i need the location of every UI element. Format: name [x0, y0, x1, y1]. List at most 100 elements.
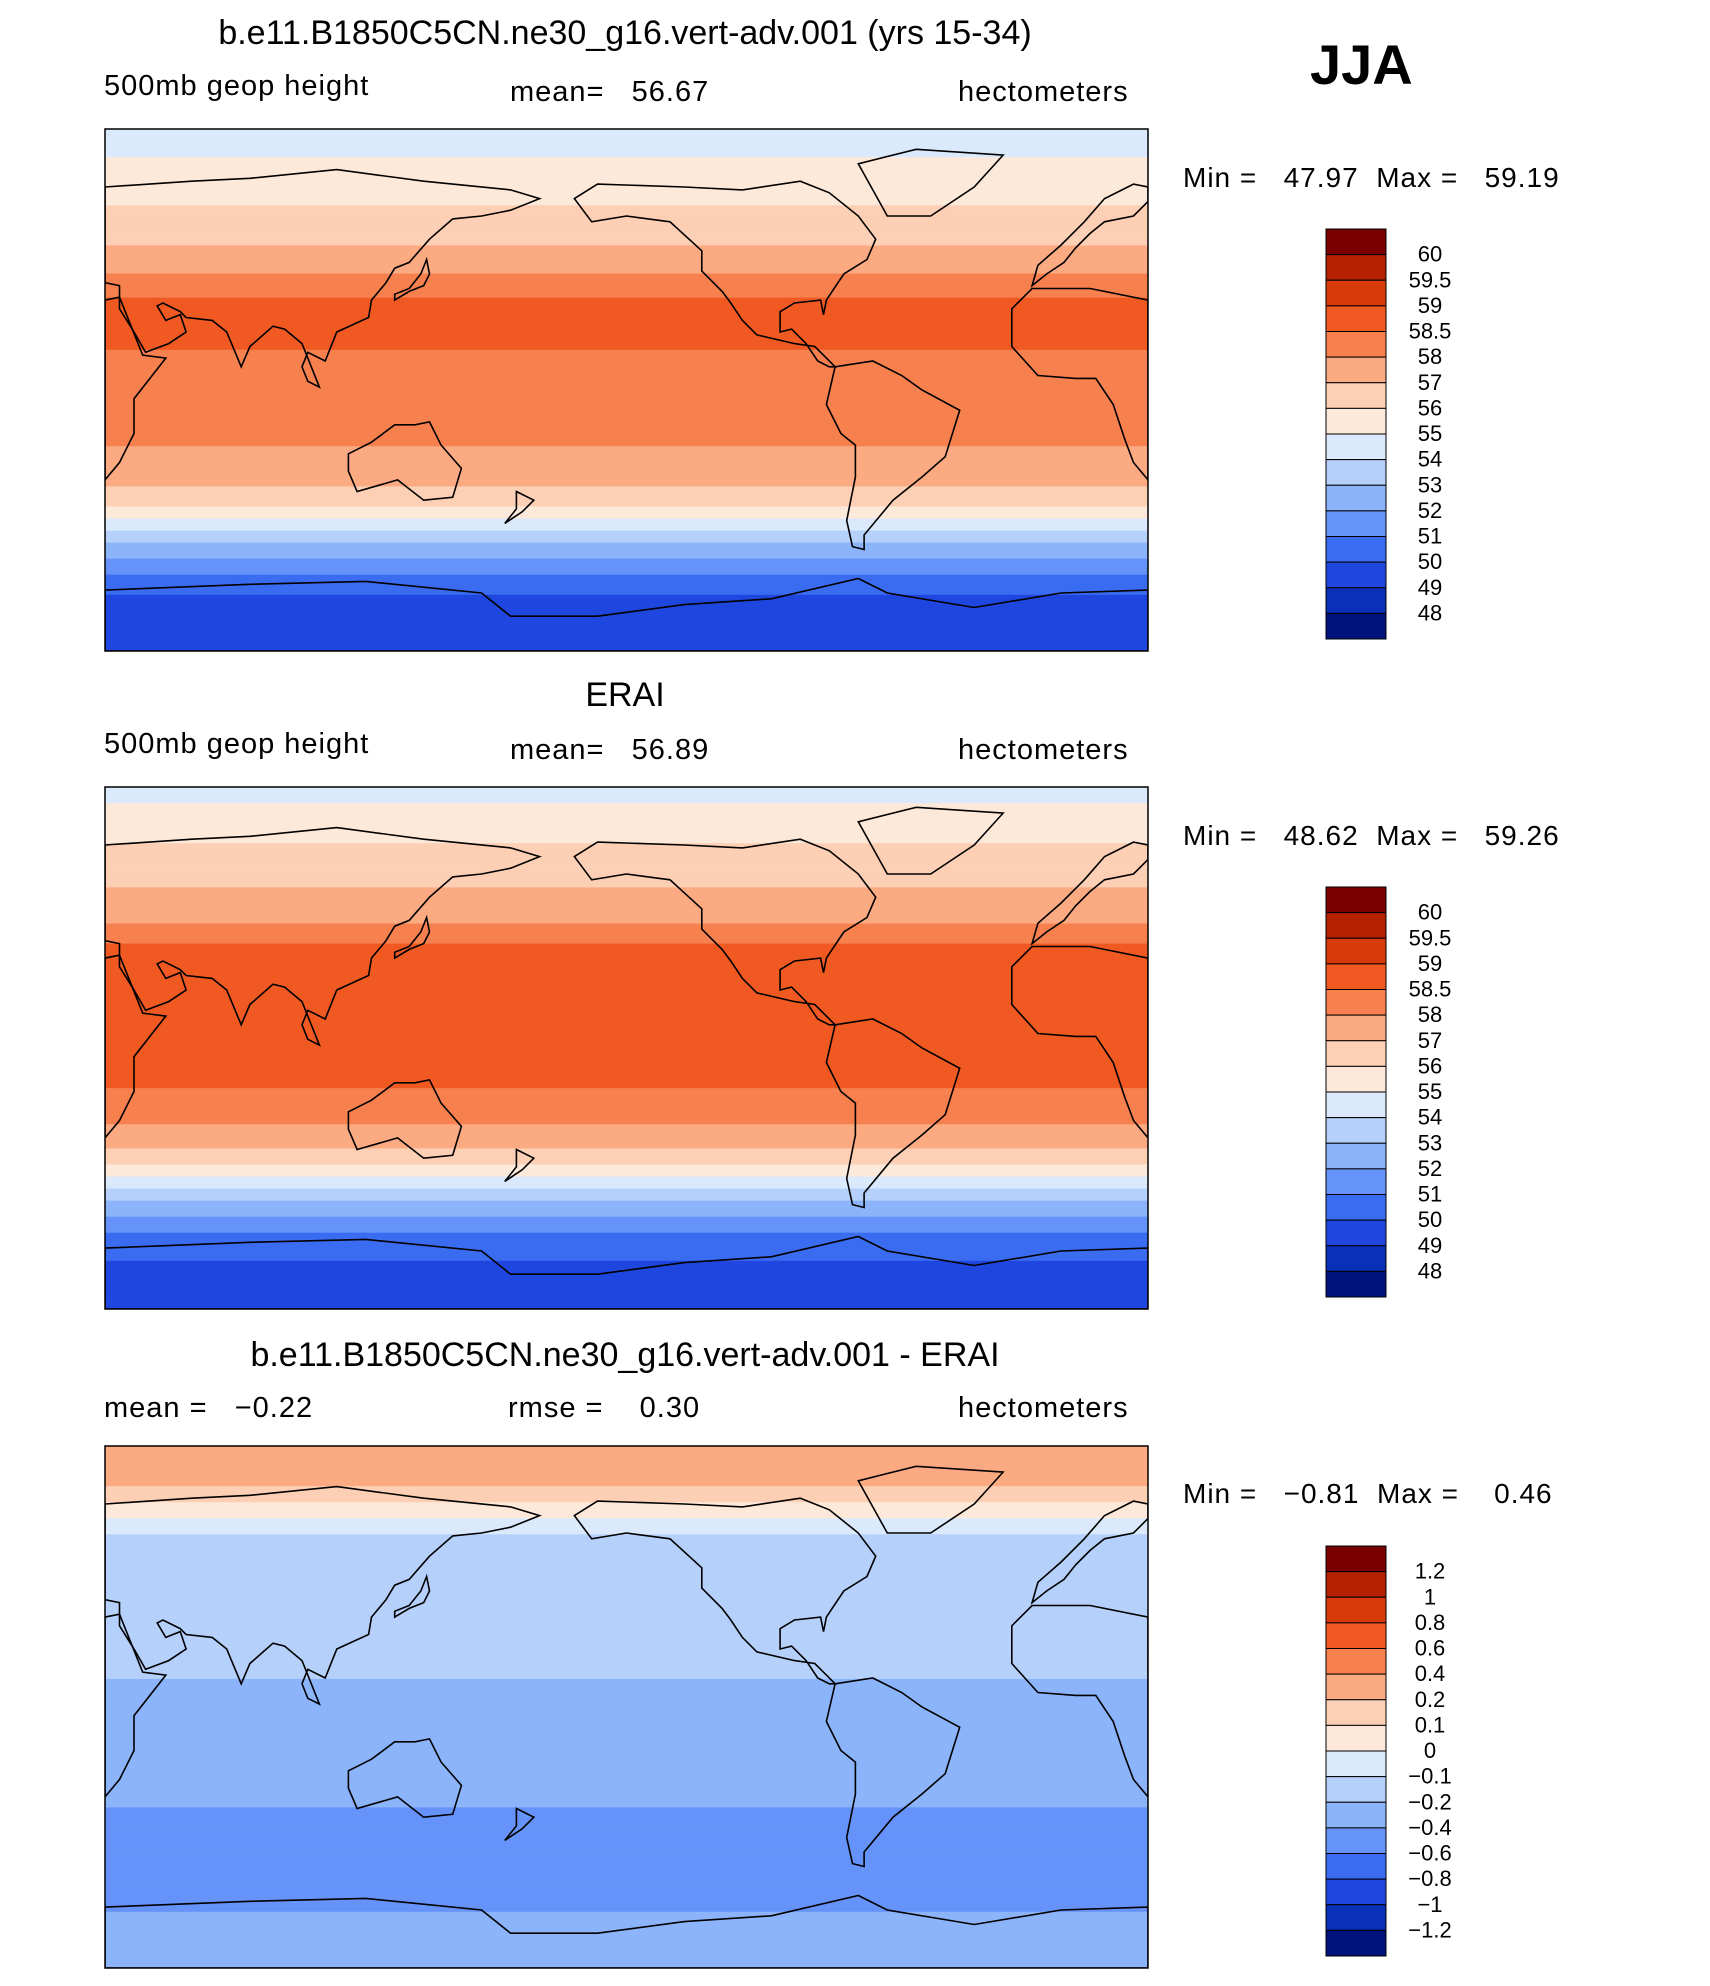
- contour-band: [105, 847, 1148, 853]
- colorbar-swatch: [1325, 1545, 1387, 1573]
- contour-band: [105, 137, 1148, 142]
- contour-band: [105, 554, 1148, 560]
- contour-band: [105, 1268, 1148, 1274]
- contour-band: [105, 1052, 1148, 1057]
- contour-band: [105, 1582, 1148, 1588]
- contour-band: [105, 470, 1148, 476]
- contour-band: [105, 1670, 1148, 1676]
- contour-band: [105, 514, 1148, 520]
- contour-band: [105, 458, 1148, 464]
- contour-band: [105, 1594, 1148, 1600]
- colorbar-swatch: [1325, 1219, 1387, 1247]
- contour-band: [105, 394, 1148, 399]
- contour-band: [105, 1076, 1148, 1081]
- contour-band: [105, 454, 1148, 460]
- colorbar-3: 1.210.80.60.40.20.10−0.1−0.2−0.4−0.6−0.8…: [1325, 1545, 1452, 1957]
- contour-band: [105, 1727, 1148, 1732]
- colorbar-tick-label: 55: [1418, 421, 1442, 446]
- colorbar-swatch: [1325, 254, 1387, 281]
- contour-band: [105, 1915, 1148, 1921]
- contour-band: [105, 1606, 1148, 1612]
- contour-band: [105, 189, 1148, 195]
- contour-band: [105, 1108, 1148, 1114]
- panel-1-left-label: 500mb geop height: [104, 70, 370, 102]
- contour-band: [105, 285, 1148, 291]
- contour-band: [105, 851, 1148, 857]
- contour-band: [105, 1855, 1148, 1861]
- contour-band: [105, 1019, 1148, 1025]
- contour-band: [105, 237, 1148, 243]
- contour-band: [105, 827, 1148, 832]
- contour-band: [105, 1839, 1148, 1845]
- contour-band: [105, 510, 1148, 516]
- contour-band: [105, 534, 1148, 540]
- colorbar-tick-label: 53: [1418, 1130, 1442, 1155]
- contour-band: [105, 1482, 1148, 1487]
- coastline: [393, 256, 431, 302]
- colorbar-swatch: [1325, 1827, 1387, 1854]
- contour-band: [105, 819, 1148, 824]
- contour-band: [105, 1236, 1148, 1242]
- contour-band: [105, 1284, 1148, 1290]
- contour-band: [105, 1128, 1148, 1134]
- contour-band: [105, 1923, 1148, 1929]
- contour-band: [105, 791, 1148, 796]
- panel-3-title: b.e11.B1850C5CN.ne30_g16.vert-adv.001 - …: [250, 1336, 1000, 1374]
- contour-band: [105, 1280, 1148, 1286]
- contour-band: [105, 1795, 1148, 1801]
- contour-band: [105, 1931, 1148, 1937]
- contour-band: [105, 1023, 1148, 1029]
- colorbar-tick-label: 54: [1418, 447, 1442, 472]
- contour-band: [105, 1296, 1148, 1302]
- colorbar-swatch: [1325, 433, 1387, 461]
- contour-band: [105, 1035, 1148, 1041]
- colorbar-tick-label: 49: [1418, 1233, 1442, 1258]
- contour-band: [105, 381, 1148, 387]
- contour-band: [105, 385, 1148, 391]
- colorbar-tick-label: 58: [1418, 344, 1442, 369]
- contour-band: [105, 598, 1148, 604]
- contour-band: [105, 835, 1148, 840]
- contour-band: [105, 574, 1148, 580]
- contour-band: [105, 430, 1148, 435]
- coastline: [573, 1497, 877, 1685]
- contour-band: [105, 907, 1148, 913]
- colorbar-swatch: [1325, 510, 1387, 537]
- contour-band: [105, 1039, 1148, 1045]
- contour-band: [105, 369, 1148, 375]
- contour-band: [105, 1823, 1148, 1829]
- contour-band: [105, 566, 1148, 572]
- contour-band: [105, 1084, 1148, 1089]
- coastline: [504, 490, 536, 525]
- coastline: [105, 1235, 1148, 1309]
- contour-band: [105, 1502, 1148, 1508]
- coastline: [504, 1807, 536, 1842]
- contour-band: [105, 1196, 1148, 1202]
- contour-band: [105, 1048, 1148, 1053]
- colorbar-tick-label: 49: [1418, 575, 1442, 600]
- contour-band: [105, 1895, 1148, 1901]
- contour-band: [105, 867, 1148, 873]
- contour-band: [105, 1188, 1148, 1194]
- colorbar-tick-label: 51: [1418, 1182, 1442, 1207]
- contour-band: [105, 1731, 1148, 1736]
- contour-band: [105, 1136, 1148, 1142]
- contour-band: [105, 1863, 1148, 1869]
- contour-band: [105, 795, 1148, 800]
- colorbar-tick-label: 56: [1418, 1053, 1442, 1078]
- contour-band: [105, 1919, 1148, 1925]
- colorbar-swatch: [1325, 1270, 1387, 1298]
- colorbar-tick-label: 55: [1418, 1079, 1442, 1104]
- contour-band: [105, 1642, 1148, 1648]
- coastline: [105, 826, 543, 1047]
- contour-band: [105, 979, 1148, 985]
- contour-band: [105, 153, 1148, 158]
- colorbar-swatch: [1325, 331, 1387, 358]
- contour-band: [105, 1859, 1148, 1865]
- contour-band: [105, 1542, 1148, 1548]
- colorbar-swatch: [1325, 989, 1387, 1016]
- contour-band: [105, 502, 1148, 508]
- contour-band: [105, 1570, 1148, 1576]
- contour-band: [105, 1815, 1148, 1821]
- contour-band: [105, 185, 1148, 191]
